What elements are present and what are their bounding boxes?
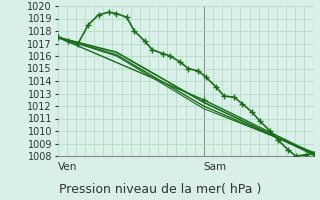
Text: Pression niveau de la mer( hPa ): Pression niveau de la mer( hPa ) bbox=[59, 183, 261, 196]
Text: Sam: Sam bbox=[204, 162, 227, 172]
Text: Ven: Ven bbox=[58, 162, 77, 172]
